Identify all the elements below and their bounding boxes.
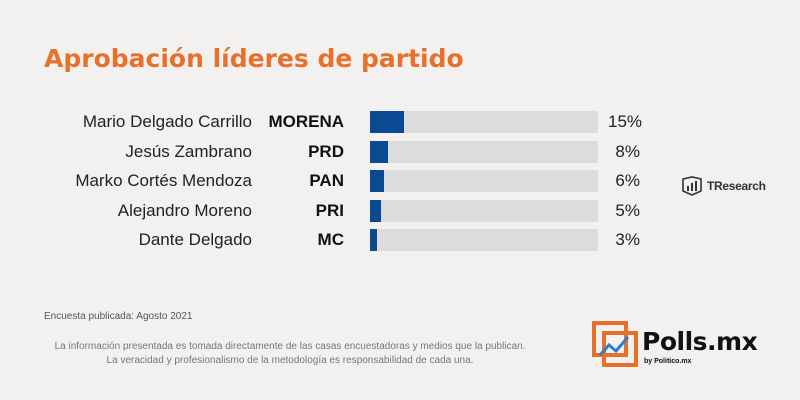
bar [370, 111, 405, 133]
leader-name: Jesús Zambrano [125, 141, 252, 161]
bar [370, 170, 384, 192]
bar [370, 229, 377, 251]
value-label: 6% [615, 171, 640, 190]
bar-track [370, 111, 598, 133]
bar-row: Mario Delgado Carrillo MORENA 15% [0, 108, 800, 138]
party-label: MC [317, 230, 344, 249]
disclaimer-line-1: La información presentada es tomada dire… [54, 341, 526, 352]
party-label: MORENA [268, 112, 344, 131]
bar-track [370, 140, 598, 163]
tresearch-logo: TResearch [680, 174, 766, 198]
tresearch-logo-label: TResearch [707, 179, 766, 193]
bar-row: Marko Cortés Mendoza PAN 6% [0, 167, 800, 197]
value-label: 3% [615, 230, 640, 249]
party-label: PAN [309, 171, 344, 190]
chart-title: Aprobación líderes de partido [44, 44, 464, 73]
value-label: 5% [615, 200, 640, 220]
party-label: PRI [315, 200, 344, 220]
leader-name: Dante Delgado [138, 230, 252, 249]
polls-mx-logo: Polls.mx by Politico.mx [592, 321, 772, 371]
bar [370, 140, 389, 163]
bar-row: Dante Delgado MC 3% [0, 226, 800, 256]
polls-mx-tagline: by Politico.mx [644, 358, 692, 365]
disclaimer: La información presentada es tomada dire… [40, 340, 540, 368]
party-label: PRD [308, 141, 344, 161]
bar-row: Alejandro Moreno PRI 5% [0, 197, 800, 227]
disclaimer-line-2: La veracidad y profesionalismo de la met… [106, 355, 474, 366]
bar-row: Jesús Zambrano PRD 8% [0, 138, 800, 168]
value-label: 8% [615, 141, 640, 161]
bar [370, 199, 382, 222]
leader-name: Alejandro Moreno [117, 200, 252, 220]
polls-logo-icon [592, 321, 638, 367]
value-label: 15% [608, 112, 643, 131]
bar-track [370, 199, 598, 222]
bar-track [370, 170, 598, 192]
survey-date: Encuesta publicada: Agosto 2021 [44, 311, 193, 322]
tresearch-logo-icon [682, 176, 702, 196]
leader-name: Marko Cortés Mendoza [75, 171, 252, 190]
polls-mx-name: Polls.mx [642, 327, 758, 356]
leader-name: Mario Delgado Carrillo [82, 112, 252, 131]
bar-track [370, 229, 598, 251]
